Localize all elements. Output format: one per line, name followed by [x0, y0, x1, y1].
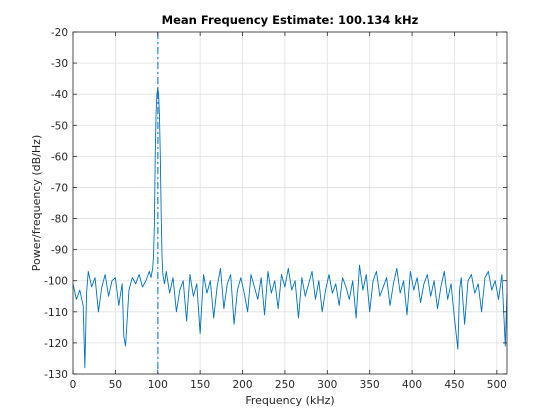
y-tick-label: -110: [44, 307, 68, 319]
x-axis-label: Frequency (kHz): [245, 394, 334, 407]
x-tick-label: 250: [275, 379, 295, 391]
chart-title: Mean Frequency Estimate: 100.134 kHz: [162, 13, 419, 27]
y-tick-label: -100: [44, 276, 68, 288]
x-tick-label: 400: [402, 379, 422, 391]
y-axis-label: Power/frequency (dB/Hz): [30, 135, 43, 272]
y-tick-labels: -20 -30 -40 -50 -60 -70 -80 -90 -100 -110 -120 -130: [44, 27, 68, 381]
ticks: [72, 31, 507, 375]
y-tick-label: -70: [51, 182, 68, 194]
y-tick-label: -80: [51, 214, 68, 226]
axes-box: [72, 31, 508, 375]
x-tick-label: 350: [360, 379, 380, 391]
y-tick-label: -130: [44, 369, 68, 381]
psd-line: [72, 87, 508, 369]
y-tick-label: -20: [51, 27, 68, 39]
x-tick-label: 100: [148, 379, 168, 391]
y-tick-label: -40: [51, 89, 68, 101]
x-tick-label: 500: [487, 379, 507, 391]
series-layer: [72, 87, 508, 369]
x-tick-labels: 0 50 100 150 200 250 300 350 400 450 500: [70, 379, 507, 391]
y-tick-label: -90: [51, 245, 68, 257]
x-tick-label: 0: [70, 379, 77, 391]
x-tick-label: 50: [109, 379, 122, 391]
x-tick-label: 150: [190, 379, 210, 391]
x-tick-label: 200: [233, 379, 253, 391]
x-tick-label: 450: [444, 379, 464, 391]
y-tick-label: -60: [51, 151, 68, 163]
y-tick-label: -50: [51, 120, 68, 132]
y-tick-label: -120: [44, 338, 68, 350]
x-tick-label: 300: [317, 379, 337, 391]
plot-area: [73, 32, 507, 374]
y-tick-label: -30: [51, 58, 68, 70]
